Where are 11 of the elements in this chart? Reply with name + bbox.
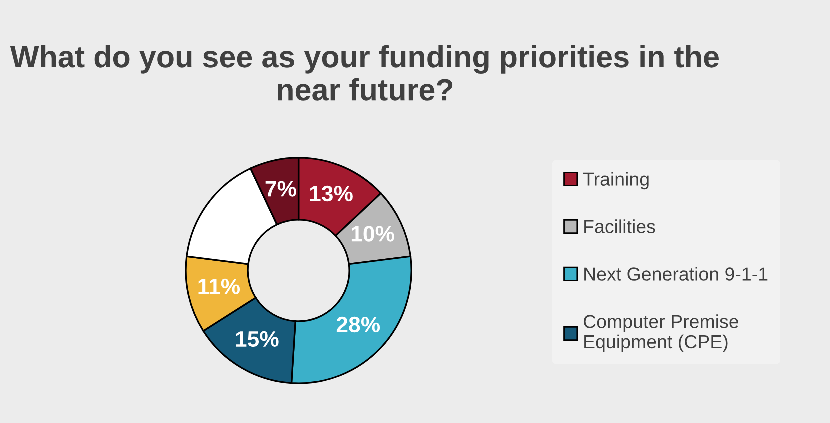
legend-label: Training: [583, 172, 649, 190]
legend-label: Facilities: [584, 220, 656, 234]
data-label: 15%: [236, 331, 279, 348]
data-label: 11%: [198, 278, 240, 294]
chart-title: What do you see as your funding priorities in the near future?: [10, 45, 719, 101]
legend-label: Computer Premise Equipment (CPE): [584, 314, 738, 352]
legend-label: Next Generation 9-1-1: [584, 267, 768, 281]
data-label: 28%: [336, 316, 380, 333]
data-label: 10%: [352, 226, 394, 242]
data-label: 13%: [310, 186, 353, 202]
data-label: 7%: [266, 181, 296, 197]
